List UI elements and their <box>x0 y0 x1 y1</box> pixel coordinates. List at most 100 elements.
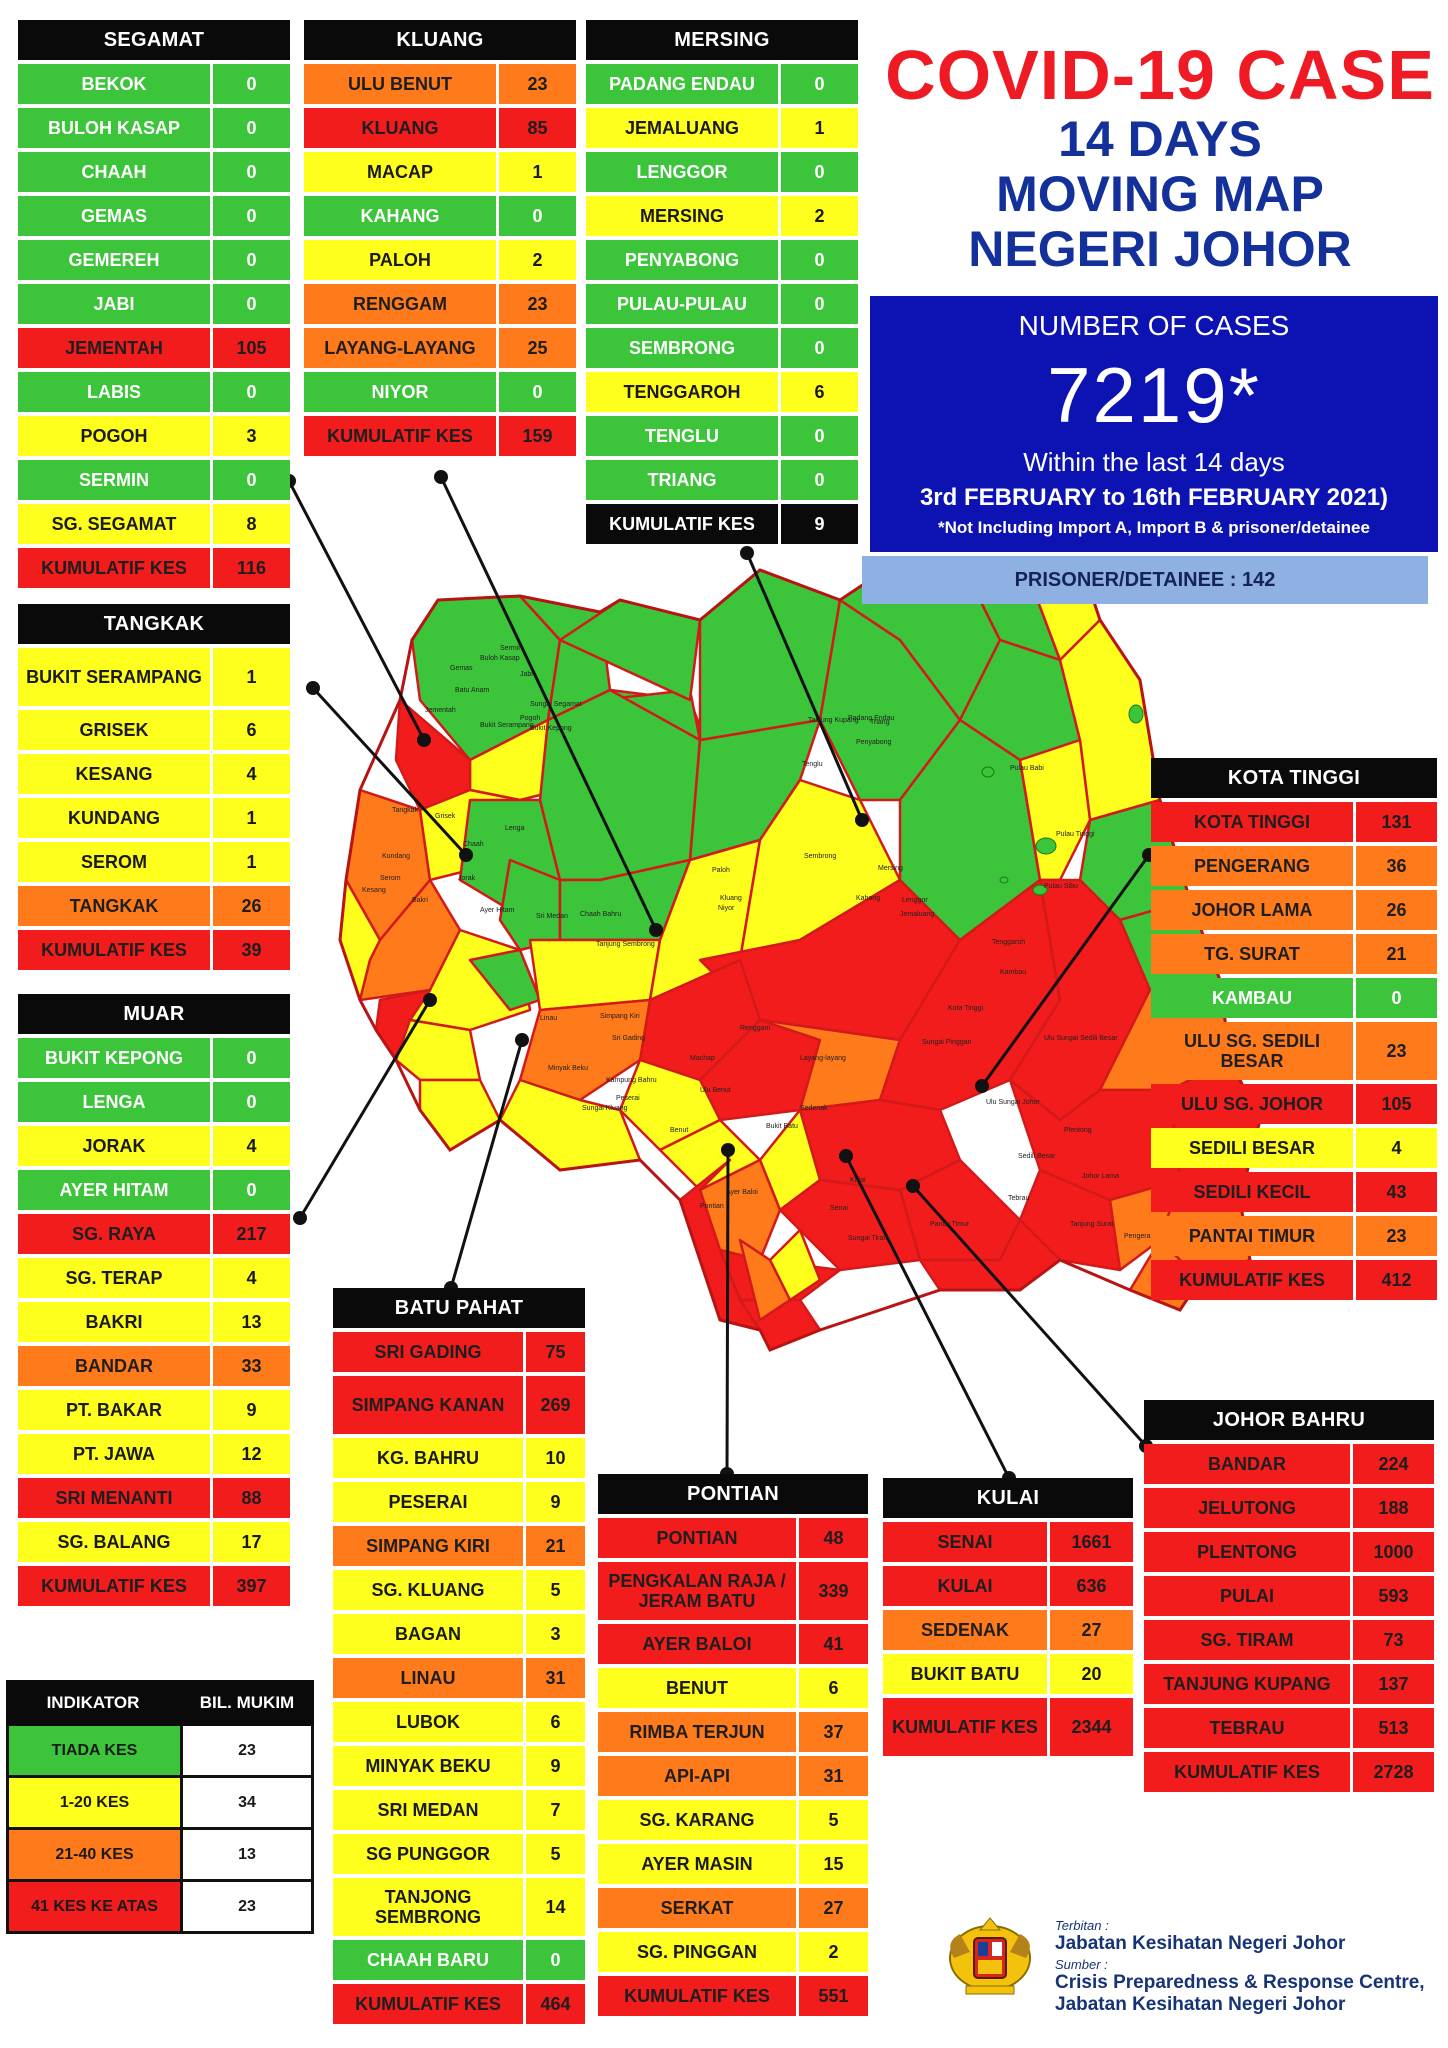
leader-line-mersing <box>745 552 864 821</box>
map-region-buloh-kasap <box>698 568 842 742</box>
mukim-name: KUMULATIF KES <box>18 548 210 588</box>
leader-dot-kluang <box>434 470 448 484</box>
title-negeri-johor: NEGERI JOHOR <box>968 221 1352 277</box>
district-row: SG. KLUANG 5 <box>333 1570 585 1610</box>
district-table-johor-bahru: JOHOR BAHRU BANDAR 224 JELUTONG 188 PLENTONG 1… <box>1144 1400 1434 1792</box>
mukim-case-count: 131 <box>1353 802 1437 842</box>
mukim-name: CHAAH <box>18 152 210 192</box>
district-header: BATU PAHAT <box>333 1288 585 1328</box>
mukim-case-count: 31 <box>796 1756 868 1796</box>
mukim-case-count: 464 <box>523 1984 585 2024</box>
district-table-batu-pahat: BATU PAHAT SRI GADING 75 SIMPANG KANAN 269 KG… <box>333 1288 585 2024</box>
mukim-case-count: 31 <box>523 1658 585 1698</box>
district-row: SEDILI BESAR 4 <box>1151 1128 1437 1168</box>
number-of-cases-label: NUMBER OF CASES <box>1018 310 1290 341</box>
map-label: Jorak <box>458 875 476 882</box>
map-label: Tanjung Sembrong <box>596 941 655 948</box>
mukim-case-count: 27 <box>1047 1610 1133 1650</box>
legend-row: 1-20 KES 34 <box>6 1778 314 1830</box>
mukim-case-count: 159 <box>496 416 576 456</box>
district-row: SRI MENANTI 88 <box>18 1478 290 1518</box>
district-row: GRISEK 6 <box>18 710 290 750</box>
mukim-case-count: 412 <box>1353 1260 1437 1300</box>
terbitan-label: Terbitan : <box>1055 1918 1109 1933</box>
mukim-case-count: 0 <box>1353 978 1437 1018</box>
district-row: PENYABONG 0 <box>586 240 858 280</box>
district-header: SEGAMAT <box>18 20 290 60</box>
mukim-name: JEMALUANG <box>586 108 778 148</box>
mukim-name: PLENTONG <box>1144 1532 1350 1572</box>
district-row: BUKIT SERAMPANG 1 <box>18 648 290 706</box>
map-label: Kulai <box>850 1177 866 1184</box>
mukim-case-count: 85 <box>496 108 576 148</box>
mukim-name: SG. RAYA <box>18 1214 210 1254</box>
map-label: Paloh <box>712 867 730 874</box>
mukim-case-count: 23 <box>496 64 576 104</box>
mukim-name: KESANG <box>18 754 210 794</box>
mukim-case-count: 636 <box>1047 1566 1133 1606</box>
map-label: Pengerang <box>1124 1233 1158 1240</box>
mukim-name: SEDILI KECIL <box>1151 1172 1353 1212</box>
mukim-case-count: 593 <box>1350 1576 1434 1616</box>
map-label: Pulau Sibu <box>1044 883 1078 890</box>
map-label: Machap <box>690 1055 715 1062</box>
district-table-pontian: PONTIAN PONTIAN 48 PENGKALAN RAJA / JERAM B… <box>598 1474 868 2016</box>
district-row: ULU SG. JOHOR 105 <box>1151 1084 1437 1124</box>
mukim-case-count: 1 <box>210 842 290 882</box>
mukim-name: PESERAI <box>333 1482 523 1522</box>
mukim-name: KUMULATIF KES <box>586 504 778 544</box>
mukim-case-count: 2 <box>496 240 576 280</box>
mukim-name: PULAU-PULAU <box>586 284 778 324</box>
district-row: KUMULATIF KES 2344 <box>883 1698 1133 1756</box>
number-of-cases-value: 7219* <box>1047 351 1261 439</box>
mukim-name: BANDAR <box>1144 1444 1350 1484</box>
mukim-case-count: 75 <box>523 1332 585 1372</box>
title-moving-map: MOVING MAP <box>996 166 1324 222</box>
map-label: Bukit Kepong <box>530 725 572 732</box>
mukim-case-count: 0 <box>778 152 858 192</box>
legend-value: 13 <box>180 1830 314 1879</box>
district-header: PONTIAN <box>598 1474 868 1514</box>
mukim-case-count: 1661 <box>1047 1522 1133 1562</box>
district-row: LENGA 0 <box>18 1082 290 1122</box>
mukim-case-count: 217 <box>210 1214 290 1254</box>
mukim-case-count: 105 <box>1353 1084 1437 1124</box>
district-row: SIMPANG KIRI 21 <box>333 1526 585 1566</box>
mukim-case-count: 9 <box>778 504 858 544</box>
mukim-case-count: 137 <box>1350 1664 1434 1704</box>
district-header: TANGKAK <box>18 604 290 644</box>
mukim-name: PANTAI TIMUR <box>1151 1216 1353 1256</box>
number-of-cases-box: NUMBER OF CASES 7219* Within the last 14… <box>870 296 1438 552</box>
legend-value: 34 <box>180 1778 314 1827</box>
mukim-case-count: 0 <box>523 1940 585 1980</box>
mukim-case-count: 0 <box>778 64 858 104</box>
mukim-case-count: 73 <box>1350 1620 1434 1660</box>
district-row: JABI 0 <box>18 284 290 324</box>
map-label: Penyabong <box>856 739 892 746</box>
mukim-name: SIMPANG KANAN <box>333 1376 523 1434</box>
district-row: AYER BALOI 41 <box>598 1624 868 1664</box>
sumber-line-1: Crisis Preparedness & Response Centre, <box>1055 1972 1425 1993</box>
map-label: Renggam <box>740 1025 771 1032</box>
mukim-name: TRIANG <box>586 460 778 500</box>
mukim-case-count: 3 <box>210 416 290 456</box>
district-row: KUMULATIF KES 397 <box>18 1566 290 1606</box>
district-row: SG. SEGAMAT 8 <box>18 504 290 544</box>
mukim-case-count: 15 <box>796 1844 868 1884</box>
map-label: Pontian <box>700 1203 724 1210</box>
district-row: PT. JAWA 12 <box>18 1434 290 1474</box>
district-row: SIMPANG KANAN 269 <box>333 1376 585 1434</box>
jata-negara-crest-icon <box>949 1917 1031 1995</box>
map-label: Mersing <box>878 865 903 872</box>
leader-line-johor-bahru <box>911 1184 1148 1448</box>
district-header: KLUANG <box>304 20 576 60</box>
mukim-case-count: 13 <box>210 1302 290 1342</box>
district-row: KG. BAHRU 10 <box>333 1438 585 1478</box>
district-row: BAGAN 3 <box>333 1614 585 1654</box>
mukim-case-count: 88 <box>210 1478 290 1518</box>
mukim-name: BANDAR <box>18 1346 210 1386</box>
district-row: TANGKAK 26 <box>18 886 290 926</box>
mukim-name: SG. TERAP <box>18 1258 210 1298</box>
mukim-name: KUMULATIF KES <box>883 1698 1047 1756</box>
mukim-case-count: 2 <box>796 1932 868 1972</box>
